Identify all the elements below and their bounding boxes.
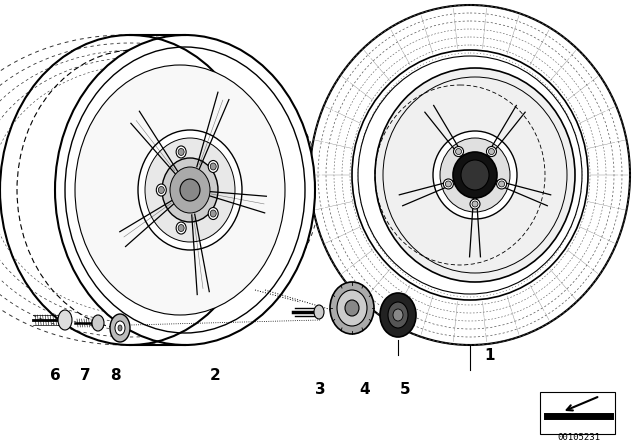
Ellipse shape [178, 224, 184, 232]
Ellipse shape [178, 148, 184, 155]
Text: 8: 8 [109, 367, 120, 383]
Text: 5: 5 [400, 383, 410, 397]
Ellipse shape [497, 179, 507, 189]
Ellipse shape [456, 149, 461, 155]
Ellipse shape [314, 305, 324, 319]
Ellipse shape [180, 179, 200, 201]
Ellipse shape [470, 199, 480, 209]
Ellipse shape [488, 149, 495, 155]
Ellipse shape [358, 56, 582, 294]
Ellipse shape [461, 160, 489, 190]
Ellipse shape [393, 309, 403, 321]
Ellipse shape [208, 160, 218, 172]
Ellipse shape [156, 184, 166, 196]
Ellipse shape [445, 181, 451, 187]
Ellipse shape [444, 179, 453, 189]
Ellipse shape [162, 158, 218, 222]
Ellipse shape [176, 222, 186, 234]
Ellipse shape [210, 163, 216, 170]
Ellipse shape [170, 167, 210, 213]
Ellipse shape [158, 186, 164, 194]
Ellipse shape [453, 152, 497, 198]
Text: 1: 1 [484, 348, 495, 362]
Ellipse shape [380, 293, 416, 337]
Ellipse shape [388, 302, 408, 328]
Ellipse shape [337, 290, 367, 326]
Ellipse shape [208, 207, 218, 220]
Ellipse shape [92, 315, 104, 331]
Ellipse shape [472, 201, 478, 207]
Ellipse shape [433, 131, 517, 219]
Ellipse shape [330, 282, 374, 334]
Ellipse shape [454, 146, 463, 156]
Text: 6: 6 [50, 367, 60, 383]
Ellipse shape [58, 310, 72, 330]
Ellipse shape [115, 321, 125, 335]
Text: 2: 2 [210, 367, 220, 383]
Bar [540, 392, 615, 434]
Ellipse shape [110, 314, 130, 342]
Text: 7: 7 [80, 367, 90, 383]
Ellipse shape [138, 130, 242, 250]
Text: 4: 4 [360, 383, 371, 397]
Ellipse shape [440, 138, 510, 212]
Text: 3: 3 [315, 383, 325, 397]
Ellipse shape [486, 146, 497, 156]
Ellipse shape [210, 210, 216, 217]
Ellipse shape [145, 138, 235, 242]
Ellipse shape [55, 35, 315, 345]
Ellipse shape [499, 181, 504, 187]
Text: 00105231: 00105231 [557, 434, 600, 443]
Ellipse shape [310, 5, 630, 345]
Ellipse shape [345, 300, 359, 316]
Ellipse shape [375, 68, 575, 282]
Ellipse shape [176, 146, 186, 158]
Ellipse shape [75, 65, 285, 315]
Ellipse shape [118, 325, 122, 331]
